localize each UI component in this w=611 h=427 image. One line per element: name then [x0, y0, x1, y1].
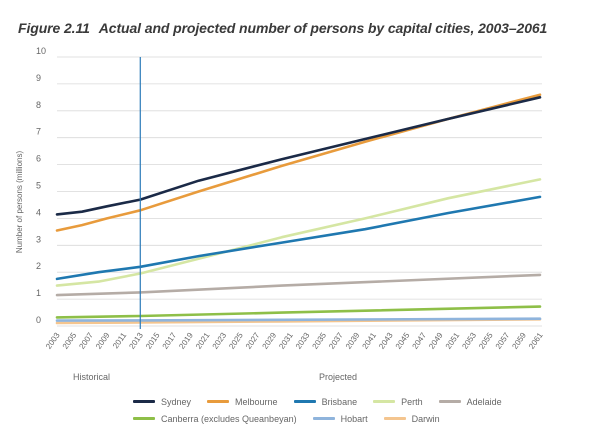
x-tick-label: 2045	[394, 331, 412, 351]
legend-item: Hobart	[312, 413, 368, 424]
y-axis-label: Number of persons (millions)	[15, 151, 24, 254]
legend-item: Darwin	[383, 413, 440, 424]
y-tick-label: 7	[36, 127, 41, 137]
x-tick-label: 2011	[111, 331, 129, 351]
x-tick-label: 2057	[494, 331, 512, 351]
legend-row: Sydney Melbourne Brisbane Perth Adelaide	[133, 393, 603, 410]
y-tick-label: 2	[36, 261, 41, 271]
period-label-historical: Historical	[73, 372, 110, 382]
x-tick-label: 2005	[61, 331, 79, 351]
y-tick-label: 3	[36, 234, 41, 244]
series-line-hobart	[55, 317, 542, 322]
x-tick-label: 2027	[244, 331, 262, 351]
x-tick-label: 2029	[261, 331, 279, 351]
y-tick-label: 9	[36, 73, 41, 83]
series-line-adelaide	[55, 273, 542, 297]
x-tick-label: 2053	[460, 331, 478, 351]
gridlines	[57, 56, 542, 327]
legend-swatch	[133, 400, 155, 403]
legend-label: Canberra (excludes Queanbeyan)	[161, 413, 297, 424]
y-tick-label: 8	[36, 100, 41, 110]
legend-item: Brisbane	[293, 396, 358, 407]
y-tick-label: 6	[36, 154, 41, 164]
legend-label: Sydney	[161, 396, 192, 407]
x-tick-label: 2009	[94, 331, 112, 351]
x-tick-label: 2015	[144, 331, 162, 351]
legend-label: Hobart	[340, 413, 368, 424]
x-tick-label: 2019	[177, 331, 195, 351]
legend-swatch	[293, 400, 316, 403]
y-axis-ticks: 0 1 2 3 4 5 6 7 8 9 10	[36, 46, 46, 325]
x-tick-label: 2049	[427, 331, 445, 351]
period-label-projected: Projected	[319, 372, 357, 382]
series-line-brisbane	[55, 195, 542, 281]
x-tick-label: 2025	[227, 331, 245, 351]
y-tick-label: 1	[36, 288, 41, 298]
x-tick-label: 2037	[327, 331, 345, 351]
legend-swatch	[383, 417, 406, 420]
x-tick-label: 2051	[444, 331, 462, 351]
series-line-sydney	[55, 96, 542, 216]
legend-swatch	[373, 400, 396, 403]
x-tick-label: 2061	[527, 331, 545, 351]
legend-swatch	[207, 400, 230, 403]
legend-item: Canberra (excludes Queanbeyan)	[133, 414, 297, 424]
x-tick-label: 2033	[294, 331, 312, 351]
x-tick-label: 2039	[344, 331, 362, 351]
y-tick-label: 0	[36, 315, 41, 325]
legend-label: Perth	[401, 396, 423, 407]
legend-row: Canberra (excludes Queanbeyan) Hobart Darw…	[133, 410, 603, 427]
legend-swatch	[438, 400, 461, 403]
x-tick-label: 2047	[410, 331, 428, 351]
x-tick-label: 2003	[44, 331, 62, 351]
figure-title: Figure 2.11 Actual and projected number o…	[18, 20, 603, 36]
legend-item: Sydney	[133, 397, 191, 407]
x-tick-label: 2007	[77, 331, 95, 351]
x-tick-label: 2041	[361, 331, 379, 351]
legend-label: Brisbane	[321, 396, 358, 407]
x-tick-label: 2035	[311, 331, 329, 351]
legend-item: Melbourne	[207, 397, 278, 407]
y-tick-label: 5	[36, 181, 41, 191]
legend-label: Adelaide	[466, 396, 502, 407]
x-tick-label: 2043	[377, 331, 395, 351]
legend-item: Perth	[373, 397, 423, 407]
x-tick-label: 2055	[477, 331, 495, 351]
legend-label: Darwin	[411, 413, 440, 424]
figure-title-text: Actual and projected number of persons b…	[98, 20, 548, 36]
series-line-perth	[55, 178, 542, 287]
legend-swatch	[133, 417, 155, 420]
y-tick-label: 10	[36, 46, 46, 56]
chart-legend: Sydney Melbourne Brisbane Perth Adelaide Canb…	[133, 393, 603, 427]
x-tick-label: 2013	[127, 331, 145, 351]
x-axis-ticks: 2003 2005 2007 2009 2011 2013 2015 2017 2019 2021…	[44, 331, 545, 351]
x-tick-label: 2023	[211, 331, 229, 351]
x-tick-label: 2021	[194, 331, 212, 351]
legend-swatch	[312, 417, 335, 420]
series-lines	[55, 93, 542, 325]
legend-item: Adelaide	[438, 396, 502, 407]
x-tick-label: 2031	[277, 331, 295, 351]
series-line-canberra-excludes-queanbeyan	[55, 305, 542, 319]
legend-label: Melbourne	[235, 396, 278, 407]
x-tick-label: 2017	[161, 331, 179, 351]
figure-number: Figure 2.11	[18, 20, 90, 36]
y-tick-label: 4	[36, 207, 41, 217]
x-tick-label: 2059	[510, 331, 528, 351]
